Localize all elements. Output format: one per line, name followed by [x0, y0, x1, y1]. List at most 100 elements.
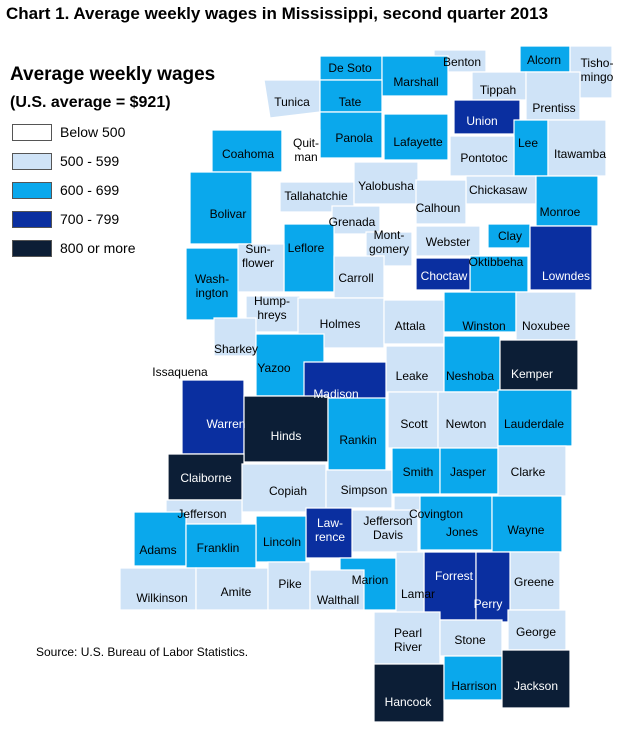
county-label-de-soto: De Soto	[328, 61, 372, 75]
county-label-chickasaw: Chickasaw	[469, 183, 527, 197]
county-label-noxubee: Noxubee	[522, 319, 570, 333]
county-forrest	[423, 551, 477, 621]
county-label-copiah: Copiah	[269, 484, 307, 498]
county-label-holmes: Holmes	[320, 317, 361, 331]
legend-label: 700 - 799	[60, 211, 120, 227]
county-label-harrison: Harrison	[451, 679, 496, 693]
county-hancock	[373, 663, 445, 723]
legend-swatch	[12, 123, 52, 141]
county-label-simpson: Simpson	[341, 483, 388, 497]
county-label-prentiss: Prentiss	[532, 101, 575, 115]
county-label-humphreys: Hump-hreys	[254, 294, 290, 322]
county-label-yalobusha: Yalobusha	[358, 179, 414, 193]
county-jones	[419, 495, 493, 551]
county-label-lamar: Lamar	[401, 587, 435, 601]
county-label-yazoo: Yazoo	[257, 361, 290, 375]
county-label-jefferson: Jefferson	[177, 507, 226, 521]
county-label-sunflower: Sun-flower	[242, 242, 274, 270]
county-label-franklin: Franklin	[197, 541, 240, 555]
county-label-pike: Pike	[278, 577, 302, 591]
county-simpson	[325, 469, 393, 509]
county-label-choctaw: Choctaw	[421, 269, 468, 283]
county-label-clarke: Clarke	[511, 465, 546, 479]
county-label-lincoln: Lincoln	[263, 535, 301, 549]
county-label-adams: Adams	[139, 543, 176, 557]
county-label-montgomery: Mont-gomery	[369, 228, 409, 256]
county-label-leflore: Leflore	[288, 241, 325, 255]
county-label-clay: Clay	[498, 229, 522, 243]
county-label-itawamba: Itawamba	[554, 147, 606, 161]
county-lowndes	[529, 225, 593, 291]
county-label-hinds: Hinds	[271, 429, 302, 443]
county-jackson	[501, 649, 571, 709]
county-label-covington: Covington	[409, 507, 463, 521]
county-label-tishomingo: Tisho-mingo	[581, 56, 614, 84]
county-label-marion: Marion	[352, 573, 389, 587]
county-label-benton: Benton	[443, 55, 481, 69]
county-label-madison: Madison	[313, 387, 358, 401]
county-label-quitman: Quit-man	[293, 136, 319, 164]
county-neshoba	[443, 335, 501, 393]
county-leflore	[283, 223, 335, 293]
county-label-washington: Wash-ington	[195, 272, 229, 300]
county-label-attala: Attala	[395, 319, 426, 333]
county-lafayette	[383, 113, 449, 161]
county-label-pearlriver: Pearl River	[394, 626, 422, 654]
county-label-leake: Leake	[396, 369, 429, 383]
legend-subtitle: (U.S. average = $921)	[10, 94, 171, 111]
county-label-marshall: Marshall	[393, 75, 438, 89]
legend-label: 600 - 699	[60, 182, 120, 198]
legend-title: Average weekly wages	[10, 64, 216, 85]
county-label-hancock: Hancock	[385, 695, 433, 709]
county-label-grenada: Grenada	[329, 215, 376, 229]
county-label-calhoun: Calhoun	[416, 201, 461, 215]
county-label-greene: Greene	[514, 575, 554, 589]
legend-item-700-799: 700 - 799	[12, 209, 119, 229]
county-itawamba	[547, 119, 607, 177]
county-label-lafayette: Lafayette	[393, 135, 443, 149]
county-label-winston: Winston	[462, 319, 505, 333]
legend-item-500-599: 500 - 599	[12, 151, 119, 171]
legend-swatch	[12, 152, 52, 170]
county-label-warren: Warren	[207, 417, 246, 431]
legend-swatch	[12, 181, 52, 199]
legend-label: 500 - 599	[60, 153, 120, 169]
county-label-perry: Perry	[474, 597, 503, 611]
county-clarke	[497, 445, 567, 497]
county-label-jackson: Jackson	[514, 679, 558, 693]
county-label-issaquena: Issaquena	[152, 365, 208, 379]
county-label-union: Union	[466, 114, 497, 128]
county-label-webster: Webster	[426, 235, 470, 249]
county-label-neshoba: Neshoba	[446, 369, 494, 383]
county-label-lowndes: Lowndes	[542, 269, 590, 283]
county-lauderdale	[497, 389, 573, 447]
county-label-forrest: Forrest	[435, 569, 474, 583]
legend-label: 800 or more	[60, 240, 136, 256]
county-label-lawrence: Law-rence	[315, 516, 345, 544]
legend-item-600-699: 600 - 699	[12, 180, 119, 200]
county-harrison	[443, 655, 503, 701]
county-label-tippah: Tippah	[480, 83, 516, 97]
county-label-jones: Jones	[446, 525, 478, 539]
county-label-tunica: Tunica	[274, 95, 310, 109]
county-label-amite: Amite	[221, 585, 252, 599]
legend-item-below-500: Below 500	[12, 122, 125, 142]
chart-title: Chart 1. Average weekly wages in Mississ…	[6, 4, 549, 23]
county-wayne	[491, 495, 563, 553]
county-label-pontotoc: Pontotoc	[460, 151, 507, 165]
county-label-newton: Newton	[446, 417, 487, 431]
county-choctaw	[415, 257, 471, 291]
legend-label: Below 500	[60, 124, 126, 140]
county-perry	[475, 551, 511, 623]
county-label-wayne: Wayne	[508, 523, 545, 537]
legend-swatch	[12, 239, 52, 257]
county-label-wilkinson: Wilkinson	[136, 591, 187, 605]
county-label-carroll: Carroll	[338, 271, 373, 285]
legend-item-800-or-more: 800 or more	[12, 238, 135, 258]
county-label-panola: Panola	[335, 131, 373, 145]
county-label-jeffersondavis: Jefferson Davis	[363, 514, 412, 542]
county-label-stone: Stone	[454, 633, 486, 647]
county-label-jasper: Jasper	[450, 465, 486, 479]
county-label-lee: Lee	[518, 136, 538, 150]
